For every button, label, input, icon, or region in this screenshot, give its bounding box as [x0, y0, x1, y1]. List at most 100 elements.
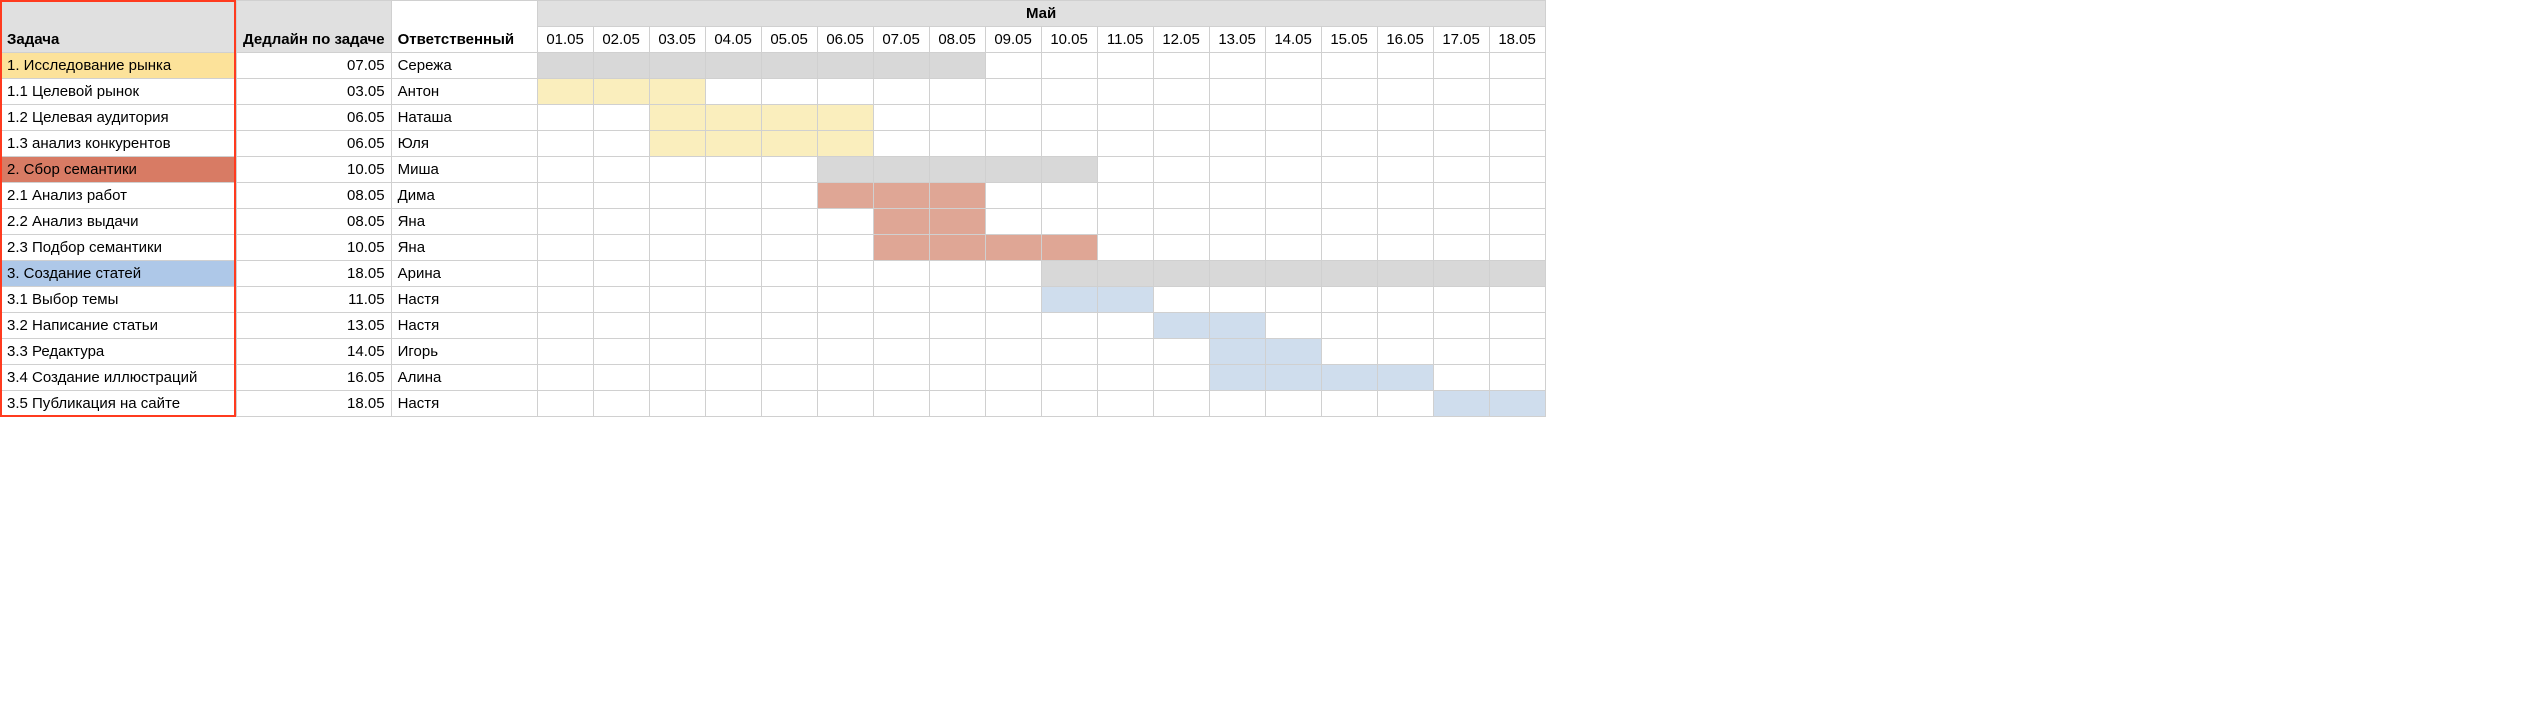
gantt-cell[interactable]: [1153, 313, 1209, 339]
gantt-cell[interactable]: [1041, 313, 1097, 339]
gantt-cell[interactable]: [1489, 183, 1545, 209]
gantt-cell[interactable]: [537, 313, 593, 339]
gantt-cell[interactable]: [705, 53, 761, 79]
cell-deadline[interactable]: 14.05: [237, 339, 392, 365]
gantt-cell[interactable]: [1321, 53, 1377, 79]
gantt-cell[interactable]: [537, 365, 593, 391]
gantt-cell[interactable]: [1377, 365, 1433, 391]
gantt-cell[interactable]: [985, 157, 1041, 183]
gantt-cell[interactable]: [873, 287, 929, 313]
gantt-cell[interactable]: [873, 79, 929, 105]
gantt-cell[interactable]: [761, 105, 817, 131]
cell-task[interactable]: 3.4 Создание иллюстраций: [1, 365, 237, 391]
gantt-cell[interactable]: [817, 209, 873, 235]
gantt-cell[interactable]: [537, 53, 593, 79]
cell-deadline[interactable]: 03.05: [237, 79, 392, 105]
gantt-cell[interactable]: [1153, 183, 1209, 209]
gantt-cell[interactable]: [1209, 391, 1265, 417]
gantt-cell[interactable]: [1433, 183, 1489, 209]
gantt-cell[interactable]: [1265, 53, 1321, 79]
gantt-cell[interactable]: [537, 79, 593, 105]
gantt-cell[interactable]: [1377, 339, 1433, 365]
gantt-cell[interactable]: [929, 209, 985, 235]
cell-assignee[interactable]: Арина: [391, 261, 537, 287]
gantt-cell[interactable]: [817, 157, 873, 183]
gantt-cell[interactable]: [593, 183, 649, 209]
gantt-cell[interactable]: [873, 209, 929, 235]
gantt-cell[interactable]: [1433, 53, 1489, 79]
gantt-cell[interactable]: [1209, 105, 1265, 131]
gantt-cell[interactable]: [817, 287, 873, 313]
gantt-cell[interactable]: [1377, 183, 1433, 209]
gantt-cell[interactable]: [761, 131, 817, 157]
cell-assignee[interactable]: Яна: [391, 235, 537, 261]
gantt-cell[interactable]: [1265, 183, 1321, 209]
gantt-cell[interactable]: [1489, 365, 1545, 391]
gantt-cell[interactable]: [593, 209, 649, 235]
gantt-cell[interactable]: [1153, 105, 1209, 131]
gantt-cell[interactable]: [761, 339, 817, 365]
gantt-cell[interactable]: [1265, 391, 1321, 417]
gantt-cell[interactable]: [1265, 209, 1321, 235]
gantt-cell[interactable]: [1153, 209, 1209, 235]
gantt-cell[interactable]: [1489, 209, 1545, 235]
gantt-cell[interactable]: [873, 131, 929, 157]
gantt-cell[interactable]: [1209, 157, 1265, 183]
gantt-cell[interactable]: [705, 131, 761, 157]
gantt-cell[interactable]: [593, 339, 649, 365]
gantt-cell[interactable]: [705, 391, 761, 417]
cell-task[interactable]: 1.2 Целевая аудитория: [1, 105, 237, 131]
gantt-cell[interactable]: [1041, 183, 1097, 209]
gantt-cell[interactable]: [1097, 105, 1153, 131]
gantt-cell[interactable]: [985, 53, 1041, 79]
gantt-cell[interactable]: [761, 235, 817, 261]
gantt-cell[interactable]: [649, 131, 705, 157]
gantt-cell[interactable]: [985, 79, 1041, 105]
gantt-cell[interactable]: [1489, 235, 1545, 261]
gantt-cell[interactable]: [593, 391, 649, 417]
gantt-cell[interactable]: [761, 53, 817, 79]
gantt-cell[interactable]: [1433, 235, 1489, 261]
gantt-cell[interactable]: [593, 313, 649, 339]
gantt-cell[interactable]: [817, 339, 873, 365]
gantt-cell[interactable]: [705, 261, 761, 287]
gantt-cell[interactable]: [1489, 53, 1545, 79]
cell-task[interactable]: 2.2 Анализ выдачи: [1, 209, 237, 235]
gantt-cell[interactable]: [1097, 235, 1153, 261]
gantt-cell[interactable]: [929, 157, 985, 183]
gantt-cell[interactable]: [929, 339, 985, 365]
gantt-cell[interactable]: [761, 183, 817, 209]
cell-task[interactable]: 3.2 Написание статьи: [1, 313, 237, 339]
gantt-cell[interactable]: [649, 79, 705, 105]
cell-deadline[interactable]: 10.05: [237, 157, 392, 183]
gantt-cell[interactable]: [1265, 105, 1321, 131]
gantt-cell[interactable]: [1489, 391, 1545, 417]
gantt-cell[interactable]: [1433, 365, 1489, 391]
gantt-cell[interactable]: [1209, 235, 1265, 261]
gantt-cell[interactable]: [537, 209, 593, 235]
gantt-cell[interactable]: [1489, 157, 1545, 183]
gantt-cell[interactable]: [1153, 287, 1209, 313]
gantt-cell[interactable]: [873, 261, 929, 287]
cell-assignee[interactable]: Яна: [391, 209, 537, 235]
gantt-cell[interactable]: [1041, 365, 1097, 391]
gantt-cell[interactable]: [1377, 391, 1433, 417]
gantt-cell[interactable]: [1433, 157, 1489, 183]
gantt-cell[interactable]: [537, 261, 593, 287]
gantt-cell[interactable]: [873, 339, 929, 365]
gantt-cell[interactable]: [929, 313, 985, 339]
gantt-cell[interactable]: [1433, 209, 1489, 235]
gantt-cell[interactable]: [929, 183, 985, 209]
cell-assignee[interactable]: Настя: [391, 391, 537, 417]
gantt-cell[interactable]: [1489, 79, 1545, 105]
gantt-cell[interactable]: [1153, 157, 1209, 183]
gantt-cell[interactable]: [537, 157, 593, 183]
cell-deadline[interactable]: 16.05: [237, 365, 392, 391]
cell-assignee[interactable]: Настя: [391, 287, 537, 313]
gantt-cell[interactable]: [1433, 313, 1489, 339]
gantt-cell[interactable]: [1209, 53, 1265, 79]
gantt-cell[interactable]: [593, 235, 649, 261]
gantt-cell[interactable]: [985, 339, 1041, 365]
gantt-cell[interactable]: [1321, 79, 1377, 105]
gantt-cell[interactable]: [1209, 313, 1265, 339]
